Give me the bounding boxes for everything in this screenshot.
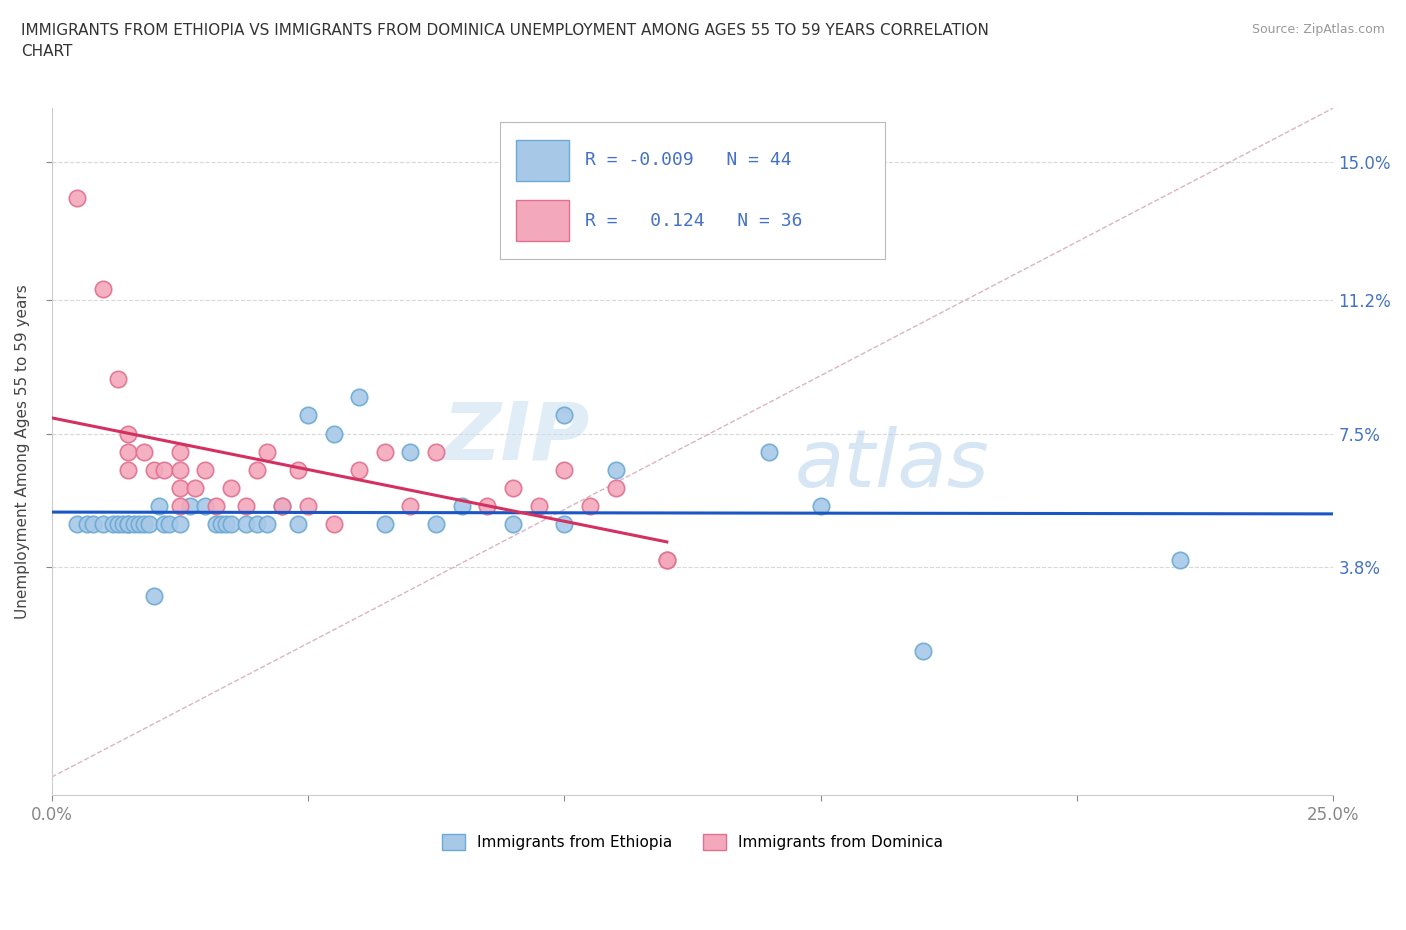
Point — [347, 462, 370, 477]
Point — [553, 462, 575, 477]
Point — [122, 516, 145, 531]
Point — [117, 426, 139, 441]
Text: Source: ZipAtlas.com: Source: ZipAtlas.com — [1251, 23, 1385, 36]
Point — [169, 516, 191, 531]
Point — [169, 445, 191, 459]
Point — [169, 498, 191, 513]
Point — [91, 282, 114, 297]
Point — [107, 372, 129, 387]
Point — [425, 445, 447, 459]
Point — [204, 498, 226, 513]
Point — [399, 445, 422, 459]
Point — [117, 516, 139, 531]
Point — [425, 516, 447, 531]
Point — [271, 498, 294, 513]
Point — [169, 480, 191, 495]
Point — [912, 644, 935, 658]
Point — [132, 516, 155, 531]
Point — [605, 480, 627, 495]
Text: ZIP: ZIP — [443, 399, 591, 477]
Point — [215, 516, 238, 531]
Point — [153, 462, 176, 477]
Point — [117, 445, 139, 459]
Point — [169, 462, 191, 477]
Point — [477, 498, 499, 513]
Point — [194, 462, 217, 477]
Point — [287, 516, 309, 531]
Point — [810, 498, 832, 513]
Point — [209, 516, 232, 531]
Point — [322, 516, 344, 531]
Point — [153, 516, 176, 531]
Point — [66, 191, 89, 206]
Point — [204, 516, 226, 531]
Point — [143, 462, 166, 477]
Point — [527, 498, 550, 513]
Point — [374, 516, 396, 531]
Point — [235, 498, 257, 513]
Point — [148, 498, 170, 513]
Point — [399, 498, 422, 513]
Point — [101, 516, 124, 531]
Point — [246, 516, 269, 531]
Point — [107, 516, 129, 531]
Point — [66, 516, 89, 531]
Point — [235, 516, 257, 531]
Point — [219, 480, 242, 495]
Text: atlas: atlas — [794, 426, 990, 504]
Point — [655, 552, 678, 567]
Text: IMMIGRANTS FROM ETHIOPIA VS IMMIGRANTS FROM DOMINICA UNEMPLOYMENT AMONG AGES 55 : IMMIGRANTS FROM ETHIOPIA VS IMMIGRANTS F… — [21, 23, 988, 60]
Point — [374, 445, 396, 459]
Point — [297, 498, 319, 513]
Point — [132, 445, 155, 459]
Point — [117, 462, 139, 477]
Point — [117, 516, 139, 531]
Point — [184, 480, 207, 495]
Point — [82, 516, 104, 531]
Point — [143, 589, 166, 604]
Point — [138, 516, 160, 531]
Point — [553, 408, 575, 423]
Point — [579, 498, 602, 513]
Point — [112, 516, 135, 531]
Point — [76, 516, 98, 531]
Point — [128, 516, 150, 531]
Point — [655, 552, 678, 567]
Point — [246, 462, 269, 477]
Point — [219, 516, 242, 531]
Legend: Immigrants from Ethiopia, Immigrants from Dominica: Immigrants from Ethiopia, Immigrants fro… — [436, 828, 949, 857]
Point — [502, 516, 524, 531]
Point — [347, 390, 370, 405]
Y-axis label: Unemployment Among Ages 55 to 59 years: Unemployment Among Ages 55 to 59 years — [15, 285, 30, 619]
Point — [159, 516, 181, 531]
Point — [91, 516, 114, 531]
Point — [758, 445, 780, 459]
Point — [287, 462, 309, 477]
Point — [297, 408, 319, 423]
Point — [256, 516, 278, 531]
Point — [553, 516, 575, 531]
Point — [179, 498, 201, 513]
Point — [322, 426, 344, 441]
Point — [271, 498, 294, 513]
Point — [1168, 552, 1191, 567]
Point — [502, 480, 524, 495]
Point — [256, 445, 278, 459]
Point — [194, 498, 217, 513]
Point — [450, 498, 472, 513]
Point — [605, 462, 627, 477]
